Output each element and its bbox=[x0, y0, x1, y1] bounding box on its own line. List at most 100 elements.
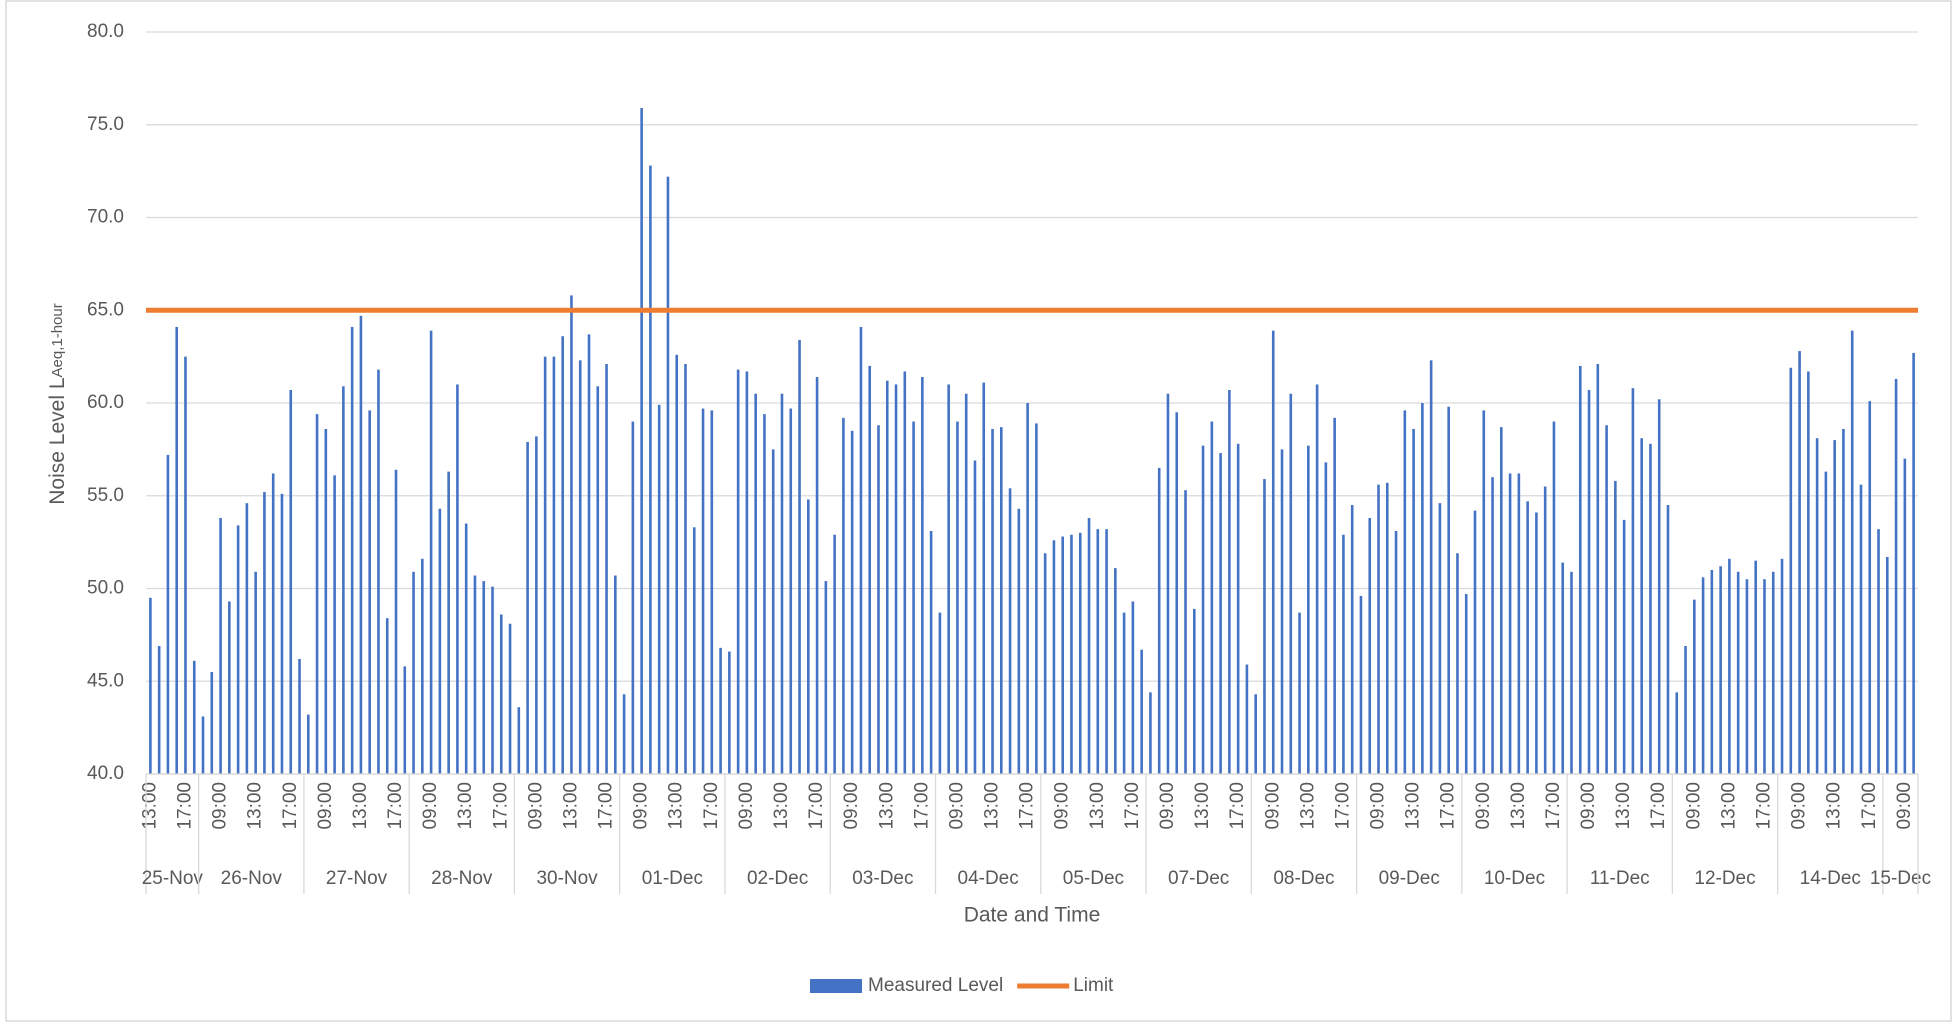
bar bbox=[245, 503, 249, 774]
bar bbox=[1798, 351, 1801, 774]
x-tick-label: 17:00 bbox=[1332, 782, 1353, 830]
bar bbox=[631, 421, 635, 774]
bar bbox=[929, 530, 933, 774]
bar bbox=[912, 421, 915, 774]
bar bbox=[1307, 445, 1310, 774]
x-tick-label: 09:00 bbox=[1473, 782, 1494, 830]
bar bbox=[1263, 479, 1266, 774]
bar bbox=[368, 410, 371, 774]
day-label: 03-Dec bbox=[852, 868, 913, 889]
bar bbox=[342, 386, 345, 774]
bar bbox=[1877, 529, 1880, 774]
bar bbox=[447, 471, 450, 774]
bar bbox=[1280, 449, 1284, 774]
bar bbox=[1456, 553, 1459, 774]
bar bbox=[956, 421, 959, 774]
bar bbox=[1684, 646, 1687, 774]
bar bbox=[263, 492, 266, 774]
bar bbox=[236, 525, 240, 774]
bar bbox=[1570, 571, 1573, 774]
bar bbox=[1701, 577, 1705, 774]
x-tick-label: 09:00 bbox=[1052, 782, 1073, 830]
x-tick-label: 17:00 bbox=[1648, 782, 1669, 830]
y-tick-label: 40.0 bbox=[87, 763, 124, 784]
bar bbox=[1561, 562, 1565, 774]
bar bbox=[1210, 421, 1214, 774]
day-label: 07-Dec bbox=[1168, 868, 1229, 889]
x-tick-label: 09:00 bbox=[1157, 782, 1178, 830]
bar bbox=[754, 393, 757, 774]
bar bbox=[1236, 443, 1240, 774]
y-tick-label: 60.0 bbox=[87, 392, 124, 413]
bar bbox=[982, 382, 986, 774]
bar bbox=[885, 380, 889, 774]
x-tick-label: 13:00 bbox=[1718, 782, 1739, 830]
x-tick-label: 17:00 bbox=[1754, 782, 1775, 830]
bar bbox=[1631, 388, 1635, 774]
bar bbox=[1666, 505, 1670, 774]
bar bbox=[1403, 410, 1407, 774]
y-tick-label: 55.0 bbox=[87, 485, 124, 506]
x-tick-label: 09:00 bbox=[1262, 782, 1283, 830]
bar bbox=[1719, 566, 1722, 774]
x-tick-label: 13:00 bbox=[1508, 782, 1529, 830]
bar bbox=[1780, 558, 1784, 774]
bar bbox=[1421, 403, 1424, 774]
x-tick-label: 17:00 bbox=[701, 782, 722, 830]
y-tick-label: 50.0 bbox=[87, 578, 124, 599]
bar bbox=[1464, 594, 1468, 774]
bar bbox=[1140, 649, 1143, 774]
bar bbox=[1622, 519, 1626, 774]
bar bbox=[1894, 378, 1898, 774]
bar bbox=[1043, 553, 1047, 774]
bar bbox=[815, 377, 819, 774]
x-tick-label: 09:00 bbox=[1789, 782, 1810, 830]
y-axis-title-sub: Aeq,1-hour bbox=[49, 303, 66, 377]
bar bbox=[728, 651, 731, 774]
bar bbox=[1228, 390, 1231, 774]
x-tick-label: 17:00 bbox=[490, 782, 511, 830]
bar bbox=[701, 408, 705, 774]
bar bbox=[1447, 406, 1450, 774]
day-label: 14-Dec bbox=[1800, 868, 1861, 889]
bar bbox=[1868, 401, 1872, 774]
bar bbox=[324, 428, 328, 774]
bar bbox=[508, 623, 512, 774]
bar bbox=[1500, 427, 1503, 774]
day-label: 25-Nov bbox=[142, 868, 204, 889]
day-label: 11-Dec bbox=[1590, 868, 1650, 889]
bar bbox=[1482, 410, 1486, 774]
bar bbox=[807, 499, 810, 774]
bar bbox=[622, 694, 626, 774]
bar bbox=[1850, 330, 1854, 774]
x-tick-label: 13:00 bbox=[139, 782, 160, 830]
bar bbox=[921, 377, 924, 774]
bar bbox=[1324, 462, 1328, 774]
bar bbox=[763, 414, 766, 774]
bar bbox=[1175, 412, 1179, 774]
bar bbox=[552, 356, 556, 774]
bar bbox=[1087, 518, 1091, 774]
bar bbox=[745, 371, 749, 774]
bar bbox=[1771, 571, 1775, 774]
bar bbox=[850, 430, 854, 774]
bar bbox=[1008, 488, 1012, 774]
bar bbox=[1903, 458, 1907, 774]
day-label: 26-Nov bbox=[221, 868, 283, 889]
bar bbox=[1157, 467, 1161, 774]
y-tick-label: 75.0 bbox=[87, 114, 124, 135]
day-label: 27-Nov bbox=[326, 868, 388, 889]
x-tick-label: 17:00 bbox=[280, 782, 301, 830]
bar bbox=[1184, 490, 1187, 774]
bar bbox=[464, 523, 468, 774]
bar bbox=[1105, 529, 1108, 774]
bar bbox=[1508, 473, 1512, 774]
bar bbox=[710, 410, 714, 774]
x-tick-label: 17:00 bbox=[1017, 782, 1038, 830]
bar bbox=[780, 393, 784, 774]
bar bbox=[1350, 505, 1354, 774]
x-tick-label: 17:00 bbox=[911, 782, 932, 830]
bar bbox=[192, 660, 196, 774]
bar bbox=[157, 646, 161, 774]
